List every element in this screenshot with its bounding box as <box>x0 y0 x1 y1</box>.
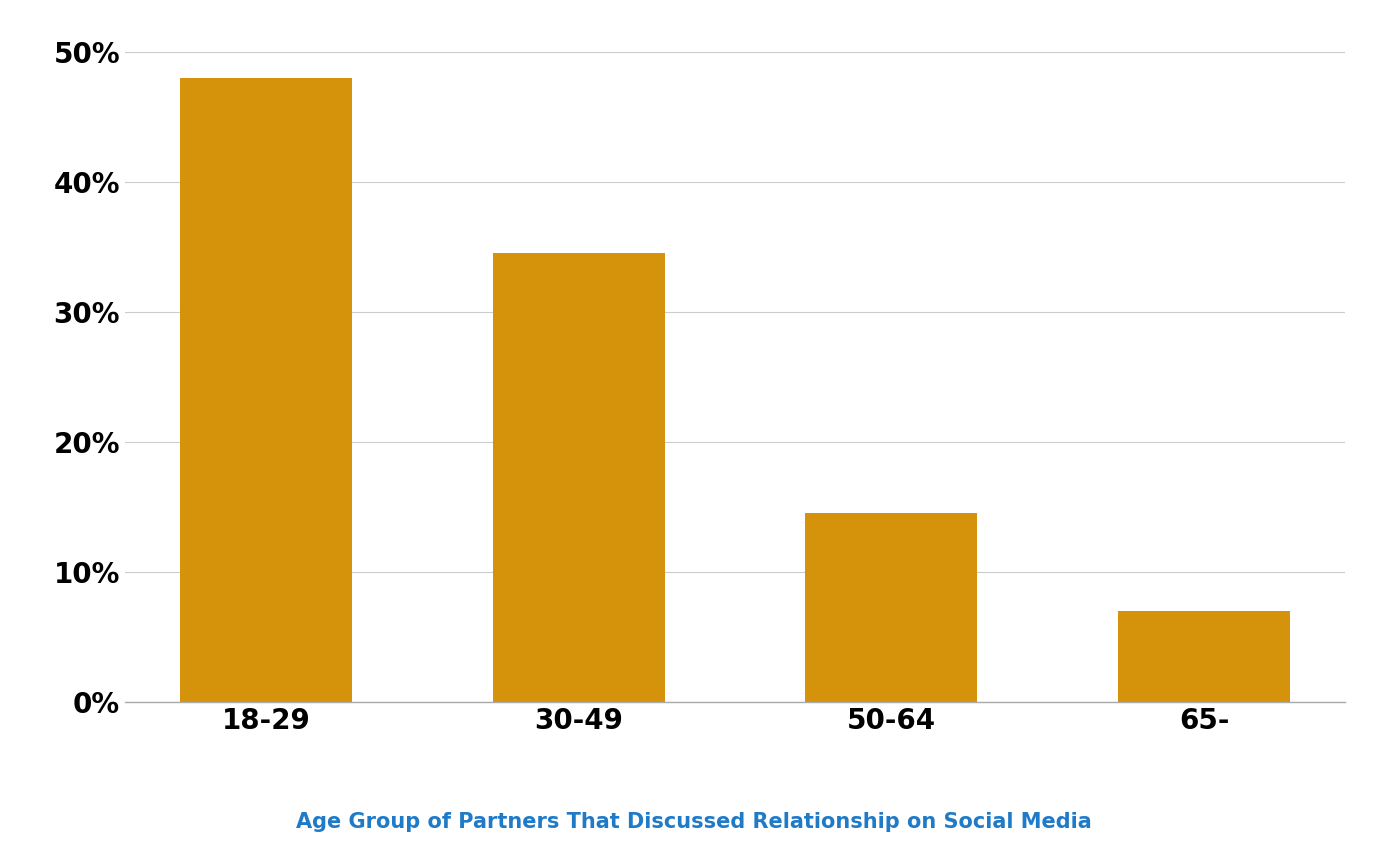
Text: Age Group of Partners That Discussed Relationship on Social Media: Age Group of Partners That Discussed Rel… <box>295 811 1092 832</box>
Bar <box>1118 611 1290 702</box>
Bar <box>806 514 978 702</box>
Bar <box>180 78 352 702</box>
Bar <box>492 253 664 702</box>
